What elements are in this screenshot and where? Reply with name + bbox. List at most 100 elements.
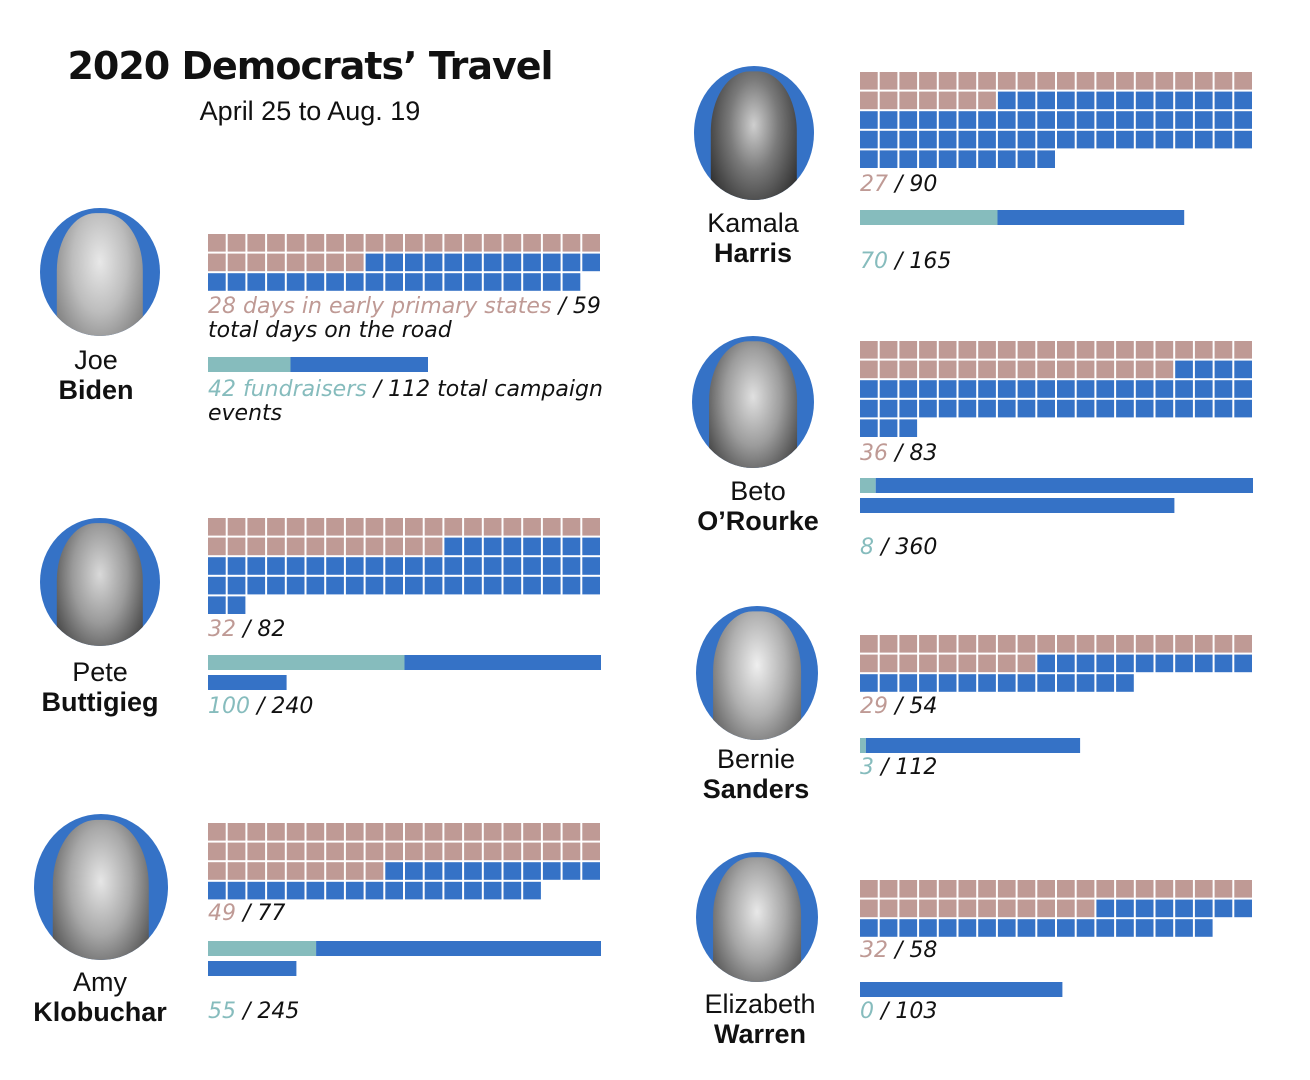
- buttigieg-road-day-cell: [247, 557, 266, 575]
- buttigieg-road-day-cell: [424, 576, 443, 595]
- harris-early-day-cell: [919, 91, 937, 110]
- biden-early-day-cell: [582, 234, 600, 252]
- klobuchar-road-day-cell: [306, 881, 325, 900]
- biden-road-day-cell: [562, 273, 581, 291]
- harris-road-day-cell: [997, 91, 1016, 110]
- sanders-total-events-label: / 112: [881, 755, 938, 780]
- buttigieg-early-day-cell: [365, 518, 384, 536]
- harris-road-day-cell: [1214, 111, 1233, 129]
- buttigieg-road-day-cell: [483, 557, 502, 575]
- biden-events-text: events: [208, 401, 283, 426]
- sanders-early-day-cell: [860, 654, 878, 673]
- klobuchar-early-day-cell: [247, 823, 266, 841]
- orourke-road-day-cell: [1116, 380, 1134, 398]
- orourke-fundraisers-label: 8: [860, 535, 874, 560]
- biden-road-day-cell: [503, 253, 522, 272]
- orourke-road-day-cell: [1155, 399, 1174, 418]
- biden-road-day-cell: [424, 253, 443, 272]
- buttigieg-road-day-cell: [286, 557, 305, 575]
- biden-early-day-cell: [247, 253, 266, 272]
- klobuchar-total-days-label: / 77: [243, 901, 286, 926]
- sanders-early-day-cell: [1175, 635, 1193, 653]
- harris-road-day-cell: [958, 130, 977, 149]
- chart-subtitle: April 25 to Aug. 19: [199, 96, 421, 126]
- harris-road-day-cell: [978, 150, 996, 168]
- harris-road-day-cell: [1175, 111, 1193, 129]
- klobuchar-road-day-cell: [365, 881, 384, 900]
- orourke-early-day-cell: [1037, 360, 1055, 379]
- buttigieg-early-day-cell: [306, 518, 325, 536]
- sanders-early-day-cell: [919, 635, 937, 653]
- harris-road-day-cell: [1096, 130, 1115, 149]
- sanders-early-day-cell: [938, 654, 957, 673]
- warren-road-day-cell: [1234, 899, 1252, 918]
- sanders-early-day-cell: [1037, 635, 1055, 653]
- sanders-road-day-cell: [1096, 674, 1115, 692]
- orourke-events-bar: [860, 498, 1175, 513]
- warren-road-day-cell: [1076, 919, 1095, 937]
- warren-road-day-cell: [1155, 899, 1174, 918]
- orourke-early-day-cell: [958, 341, 977, 359]
- klobuchar-early-day-cell: [424, 823, 443, 841]
- biden-road-day-cell: [365, 273, 384, 291]
- harris-road-day-cell: [1096, 111, 1115, 129]
- harris-early-day-cell: [1076, 72, 1095, 90]
- orourke-road-day-cell: [938, 399, 957, 418]
- buttigieg-road-day-cell: [306, 557, 325, 575]
- buttigieg-early-day-cell: [286, 537, 305, 556]
- buttigieg-events-caption: 100 / 240: [208, 695, 313, 719]
- klobuchar-road-day-cell: [483, 862, 502, 880]
- harris-road-day-cell: [978, 111, 996, 129]
- biden-road-day-cell: [247, 273, 266, 291]
- biden-early-day-cell: [286, 253, 305, 272]
- biden-road-day-cell: [542, 273, 561, 291]
- biden-early-day-cell: [405, 234, 423, 252]
- orourke-early-day-cell: [1017, 341, 1036, 359]
- orourke-road-day-cell: [938, 380, 957, 398]
- klobuchar-early-day-cell: [523, 842, 541, 861]
- buttigieg-events-bar: [208, 675, 287, 690]
- sanders-early-day-cell: [1194, 635, 1213, 653]
- buttigieg-road-day-cell: [542, 537, 561, 556]
- harris-road-day-cell: [938, 130, 957, 149]
- klobuchar-early-day-cell: [267, 862, 285, 880]
- buttigieg-early-day-cell: [227, 518, 246, 536]
- klobuchar-road-day-cell: [286, 881, 305, 900]
- biden-early-day-cell: [523, 234, 541, 252]
- buttigieg-early-day-cell: [306, 537, 325, 556]
- buttigieg-road-day-cell: [267, 557, 285, 575]
- warren-early-day-cell: [1175, 880, 1193, 898]
- harris-events-bar: [997, 210, 1185, 225]
- harris-road-day-cell: [1037, 111, 1055, 129]
- sanders-road-day-cell: [958, 674, 977, 692]
- buttigieg-early-day-cell: [582, 518, 600, 536]
- orourke-early-day-cell: [1135, 360, 1154, 379]
- orourke-total-events-label: / 360: [881, 535, 938, 560]
- harris-road-day-cell: [899, 111, 918, 129]
- orourke-early-day-cell: [860, 360, 878, 379]
- warren-early-day-cell: [1194, 880, 1213, 898]
- biden-early-day-cell: [562, 234, 581, 252]
- sanders-early-day-cell: [1017, 635, 1036, 653]
- orourke-road-day-cell: [1057, 399, 1075, 418]
- buttigieg-early-day-cell: [405, 537, 423, 556]
- klobuchar-early-day-cell: [345, 842, 364, 861]
- sanders-early-day-cell: [1116, 635, 1134, 653]
- orourke-road-day-cell: [879, 419, 898, 437]
- warren-road-day-cell: [919, 919, 937, 937]
- orourke-road-day-cell: [1175, 399, 1193, 418]
- orourke-road-day-cell: [879, 380, 898, 398]
- harris-road-day-cell: [1135, 130, 1154, 149]
- warren-early-day-cell: [919, 899, 937, 918]
- biden-road-day-cell: [405, 273, 423, 291]
- buttigieg-early-day-cell: [464, 518, 482, 536]
- biden-early-day-cell: [503, 234, 522, 252]
- klobuchar-early-day-cell: [582, 823, 600, 841]
- sanders-road-day-cell: [879, 674, 898, 692]
- biden-early-day-cell: [286, 234, 305, 252]
- sanders-road-day-cell: [1037, 674, 1055, 692]
- biden-early-day-cell: [267, 234, 285, 252]
- sanders-road-day-cell: [1057, 654, 1075, 673]
- buttigieg-early-day-cell: [385, 537, 403, 556]
- biden-events-caption: 42 fundraisers / 112 total campaign even…: [208, 378, 628, 426]
